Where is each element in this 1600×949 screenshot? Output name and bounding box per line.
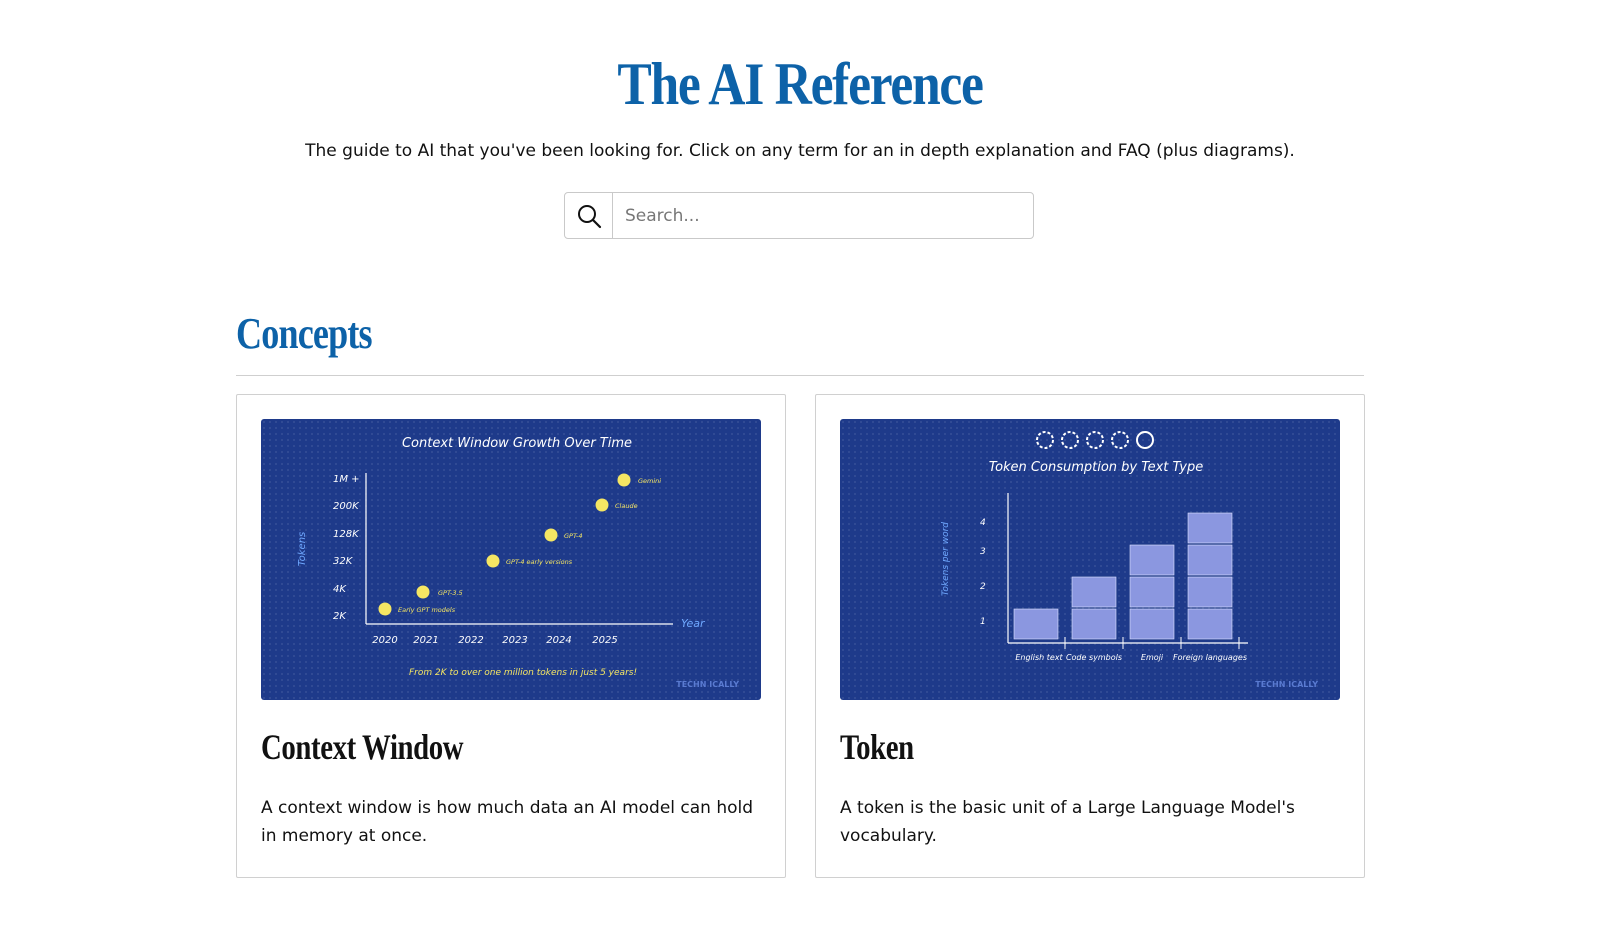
- search-icon: [577, 204, 601, 228]
- section-title: Concepts: [236, 309, 373, 358]
- y-tick: 2: [980, 582, 986, 592]
- x-tick: 2020: [372, 635, 397, 646]
- bar-segment: [1129, 576, 1175, 608]
- y-tick: 1M +: [333, 474, 360, 485]
- site-title: The AI Reference: [617, 51, 984, 117]
- watermark: TECHN ICALLY: [1255, 680, 1318, 689]
- figure-title: Token Consumption by Text Type: [989, 460, 1204, 475]
- x-axis-label: Year: [681, 617, 706, 630]
- data-point: [595, 498, 609, 512]
- category-label: Code symbols: [1066, 653, 1122, 662]
- concept-card-token[interactable]: Token Consumption by Text Type Tokens pe…: [815, 394, 1365, 878]
- figure-caption: From 2K to over one million tokens in ju…: [409, 668, 637, 678]
- x-tick: 2023: [502, 635, 527, 646]
- point-label: GPT-3.5: [438, 589, 463, 597]
- tagline: The guide to AI that you've been looking…: [305, 141, 1295, 161]
- y-axis-label: Tokens per word: [941, 522, 951, 596]
- point-label: Early GPT models: [398, 606, 456, 614]
- point-label: GPT-4 early versions: [506, 558, 573, 566]
- bar-segment: [1013, 608, 1059, 640]
- gear-icons: [1036, 431, 1154, 449]
- data-point: [378, 602, 392, 616]
- y-tick: 128K: [333, 529, 360, 540]
- y-tick: 4: [980, 518, 986, 528]
- bar-segment: [1187, 608, 1233, 640]
- y-tick: 32K: [333, 556, 354, 567]
- card-title[interactable]: Token: [840, 727, 914, 767]
- y-tick: 3: [980, 547, 986, 557]
- watermark: TECHN ICALLY: [676, 680, 739, 689]
- search-button[interactable]: [565, 193, 613, 238]
- search-input[interactable]: [613, 193, 1033, 238]
- y-axis-label: Tokens: [297, 532, 308, 566]
- x-tick: 2024: [546, 635, 571, 646]
- context-window-diagram[interactable]: Context Window Growth Over Time Tokens Y…: [261, 419, 761, 700]
- bar-segment: [1071, 608, 1117, 640]
- y-tick: 4K: [333, 584, 347, 595]
- bar-segment: [1129, 608, 1175, 640]
- search-bar: [564, 192, 1034, 239]
- card-description: A token is the basic unit of a Large Lan…: [840, 798, 1295, 846]
- category-label: Emoji: [1141, 653, 1164, 662]
- card-description: A context window is how much data an AI …: [261, 798, 754, 846]
- y-tick: 2K: [333, 611, 347, 622]
- x-tick: 2021: [413, 635, 438, 646]
- data-point: [416, 585, 430, 599]
- point-label: Claude: [615, 502, 638, 510]
- point-label: Gemini: [638, 477, 661, 485]
- data-point: [617, 473, 631, 487]
- bar-segment: [1187, 544, 1233, 576]
- x-tick: 2025: [592, 635, 617, 646]
- bar-segment: [1071, 576, 1117, 608]
- figure-title: Context Window Growth Over Time: [402, 436, 632, 451]
- point-label: GPT-4: [564, 532, 582, 540]
- category-label: Foreign languages: [1173, 653, 1247, 662]
- concept-card-context-window[interactable]: Context Window Growth Over Time Tokens Y…: [236, 394, 786, 878]
- bar-segment: [1187, 576, 1233, 608]
- x-tick: 2022: [458, 635, 483, 646]
- category-label: English text: [1015, 653, 1063, 662]
- card-title[interactable]: Context Window: [261, 727, 464, 767]
- y-tick: 200K: [333, 501, 360, 512]
- data-point: [544, 528, 558, 542]
- token-diagram[interactable]: Token Consumption by Text Type Tokens pe…: [840, 419, 1340, 700]
- bar-segment: [1187, 512, 1233, 544]
- bar-segment: [1129, 544, 1175, 576]
- data-point: [486, 554, 500, 568]
- section-divider: [236, 375, 1364, 376]
- y-tick: 1: [980, 617, 986, 627]
